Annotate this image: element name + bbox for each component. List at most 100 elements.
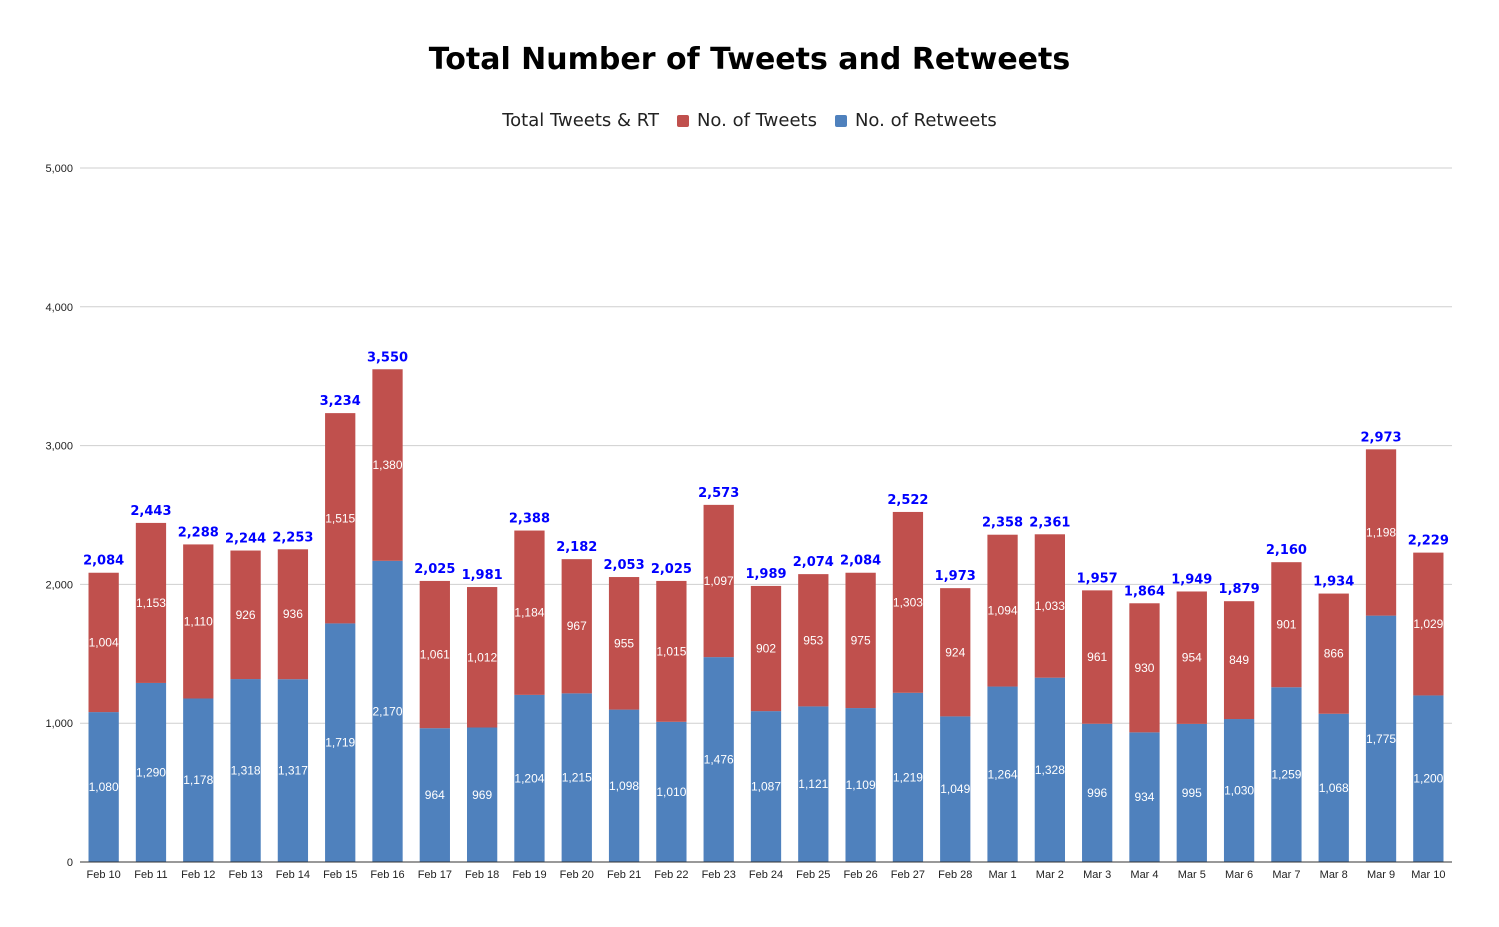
x-tick-label: Mar 7 [1272,869,1300,881]
bar-tweets [372,369,403,561]
data-label-retweets: 1,219 [893,770,923,784]
bar-retweets [1034,677,1066,862]
data-label-tweets: 967 [567,619,587,633]
x-tick-label: Feb 14 [276,869,310,881]
data-label-tweets: 901 [1276,618,1296,632]
data-label-retweets: 1,775 [1366,732,1396,746]
x-tick-label: Mar 3 [1083,869,1111,881]
bar-retweets [656,721,687,862]
bar-tweets [561,559,592,694]
data-label-total: 2,443 [130,504,171,519]
bar-retweets [608,709,640,862]
y-tick-label: 2,000 [45,579,73,591]
data-label-retweets: 1,098 [609,779,639,793]
legend-label-tweets: No. of Tweets [696,110,817,131]
data-label-total: 2,084 [83,554,124,569]
bar-tweets [1413,552,1444,696]
data-label-tweets: 1,004 [89,635,119,649]
data-label-retweets: 996 [1087,786,1107,800]
bar-retweets [750,711,782,862]
x-tick-label: Feb 22 [654,869,688,881]
y-tick-label: 1,000 [45,718,73,730]
data-label-total: 1,879 [1219,582,1260,597]
bar-retweets [892,692,924,862]
data-label-total: 1,989 [745,567,786,582]
bar-tweets [1271,562,1302,688]
bar-tweets [419,580,450,729]
data-label-retweets: 2,170 [373,704,403,718]
chart-legend: Total Tweets & RT No. of Tweets No. of R… [0,110,1499,131]
bar-tweets [1318,593,1349,714]
data-label-tweets: 924 [945,645,965,659]
data-label-total: 2,229 [1408,534,1449,549]
bar-tweets [608,577,640,710]
bar-tweets [1365,449,1397,616]
data-label-total: 1,949 [1171,572,1212,587]
data-label-retweets: 1,204 [514,771,544,785]
bar-retweets [845,708,876,862]
data-label-tweets: 955 [614,636,634,650]
bar-tweets [940,588,971,717]
bar-tweets [325,413,356,624]
bar-tweets [230,550,261,680]
y-tick-label: 3,000 [45,441,73,453]
data-label-total: 2,388 [509,512,550,527]
legend-swatch-retweets [834,114,847,127]
data-label-total: 1,934 [1313,575,1354,590]
data-label-total: 1,864 [1124,584,1165,599]
data-label-tweets: 849 [1229,653,1249,667]
data-label-tweets: 1,110 [184,614,213,628]
x-tick-label: Mar 2 [1036,869,1064,881]
x-tick-label: Feb 20 [560,869,594,881]
x-tick-label: Feb 21 [607,869,641,881]
data-label-retweets: 1,259 [1271,768,1301,782]
x-tick-label: Feb 26 [843,869,877,881]
data-label-tweets: 1,184 [514,606,544,620]
data-label-tweets: 975 [851,633,871,647]
data-label-retweets: 1,049 [940,782,970,796]
x-tick-label: Mar 6 [1225,869,1253,881]
legend-label-retweets: No. of Retweets [854,110,997,131]
data-label-tweets: 1,380 [373,458,403,472]
data-label-total: 2,288 [178,525,219,540]
x-tick-label: Feb 27 [891,869,925,881]
data-label-total: 2,573 [698,486,739,501]
bar-retweets [135,682,167,862]
data-label-total: 2,973 [1360,430,1401,445]
data-label-tweets: 902 [756,642,776,656]
bar-tweets [987,534,1018,687]
data-label-total: 1,973 [935,569,976,584]
data-label-total: 3,550 [367,350,408,365]
bar-retweets [325,623,356,862]
data-label-total: 2,244 [225,532,266,547]
data-label-retweets: 995 [1182,786,1202,800]
x-tick-label: Mar 4 [1130,869,1158,881]
data-label-retweets: 964 [425,788,445,802]
data-label-retweets: 1,264 [988,767,1018,781]
data-label-tweets: 961 [1087,650,1107,664]
bar-tweets [798,574,829,707]
x-tick-label: Feb 15 [323,869,357,881]
data-label-tweets: 926 [236,608,256,622]
bar-retweets [1413,695,1444,862]
data-label-tweets: 1,094 [988,604,1018,618]
bar-tweets [1082,590,1113,724]
data-label-retweets: 1,121 [798,777,828,791]
data-label-retweets: 1,109 [846,778,876,792]
data-label-tweets: 1,012 [467,650,497,664]
data-label-retweets: 1,030 [1224,784,1254,798]
legend-label-total: Total Tweets & RT [502,110,659,131]
bar-retweets [230,679,261,862]
x-tick-label: Feb 10 [87,869,121,881]
data-label-retweets: 1,317 [278,764,308,778]
x-tick-label: Feb 24 [749,869,783,881]
x-tick-label: Mar 10 [1411,869,1445,881]
data-label-total: 2,253 [272,530,313,545]
x-tick-label: Feb 18 [465,869,499,881]
data-label-total: 2,053 [604,558,645,573]
data-label-retweets: 1,290 [136,765,166,779]
bar-tweets [656,580,687,722]
y-tick-label: 5,000 [45,163,73,175]
bar-tweets [135,522,167,683]
